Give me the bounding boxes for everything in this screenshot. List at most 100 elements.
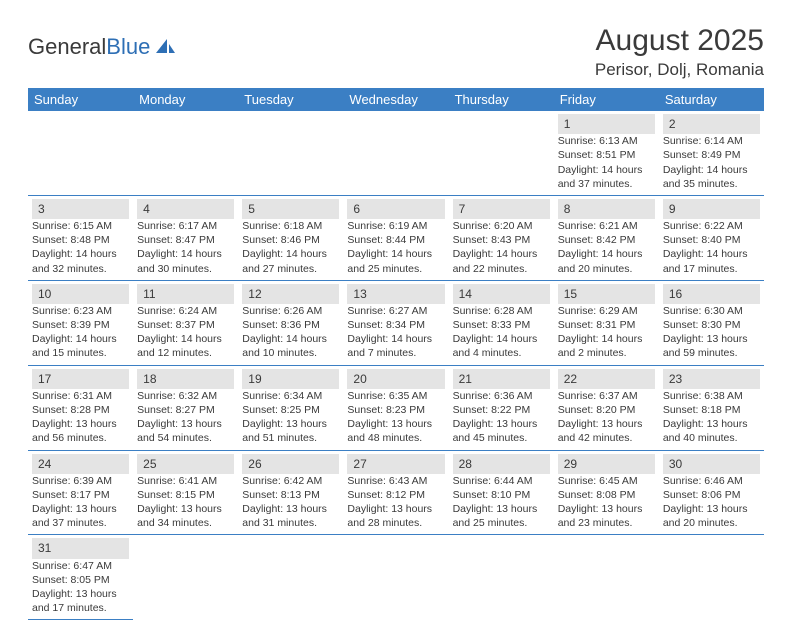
calendar-row: 24Sunrise: 6:39 AMSunset: 8:17 PMDayligh…: [28, 450, 764, 535]
day-details: Sunrise: 6:46 AMSunset: 8:06 PMDaylight:…: [663, 474, 760, 531]
sunset-line: Sunset: 8:20 PM: [558, 403, 655, 417]
sunset-line: Sunset: 8:42 PM: [558, 233, 655, 247]
daylight-line-2: and 51 minutes.: [242, 431, 339, 445]
day-number: 8: [558, 199, 655, 219]
logo-sail-icon: [154, 37, 176, 55]
calendar-cell: [343, 111, 448, 195]
sunset-line: Sunset: 8:44 PM: [347, 233, 444, 247]
calendar-cell: 9Sunrise: 6:22 AMSunset: 8:40 PMDaylight…: [659, 195, 764, 280]
sunrise-line: Sunrise: 6:26 AM: [242, 304, 339, 318]
day-details: Sunrise: 6:39 AMSunset: 8:17 PMDaylight:…: [32, 474, 129, 531]
calendar-cell: 7Sunrise: 6:20 AMSunset: 8:43 PMDaylight…: [449, 195, 554, 280]
sunset-line: Sunset: 8:12 PM: [347, 488, 444, 502]
calendar-cell: 22Sunrise: 6:37 AMSunset: 8:20 PMDayligh…: [554, 365, 659, 450]
calendar-cell: 31Sunrise: 6:47 AMSunset: 8:05 PMDayligh…: [28, 535, 133, 620]
daylight-line-2: and 48 minutes.: [347, 431, 444, 445]
daylight-line-1: Daylight: 13 hours: [347, 502, 444, 516]
daylight-line-1: Daylight: 13 hours: [137, 502, 234, 516]
day-details: Sunrise: 6:28 AMSunset: 8:33 PMDaylight:…: [453, 304, 550, 361]
daylight-line-1: Daylight: 14 hours: [558, 247, 655, 261]
calendar-cell: [238, 111, 343, 195]
daylight-line-1: Daylight: 14 hours: [558, 163, 655, 177]
day-details: Sunrise: 6:19 AMSunset: 8:44 PMDaylight:…: [347, 219, 444, 276]
day-number: 4: [137, 199, 234, 219]
daylight-line-1: Daylight: 13 hours: [242, 417, 339, 431]
day-number: 23: [663, 369, 760, 389]
sunset-line: Sunset: 8:13 PM: [242, 488, 339, 502]
calendar-cell: 6Sunrise: 6:19 AMSunset: 8:44 PMDaylight…: [343, 195, 448, 280]
daylight-line-1: Daylight: 14 hours: [663, 163, 760, 177]
day-number: 24: [32, 454, 129, 474]
calendar-cell: [238, 535, 343, 620]
weekday-header: Friday: [554, 88, 659, 111]
daylight-line-2: and 42 minutes.: [558, 431, 655, 445]
calendar-cell: 11Sunrise: 6:24 AMSunset: 8:37 PMDayligh…: [133, 280, 238, 365]
day-number: 27: [347, 454, 444, 474]
daylight-line-2: and 31 minutes.: [242, 516, 339, 530]
day-number: 7: [453, 199, 550, 219]
sunrise-line: Sunrise: 6:38 AM: [663, 389, 760, 403]
daylight-line-1: Daylight: 13 hours: [558, 502, 655, 516]
daylight-line-2: and 30 minutes.: [137, 262, 234, 276]
calendar-cell: 16Sunrise: 6:30 AMSunset: 8:30 PMDayligh…: [659, 280, 764, 365]
sunrise-line: Sunrise: 6:35 AM: [347, 389, 444, 403]
daylight-line-1: Daylight: 14 hours: [347, 332, 444, 346]
calendar-cell: 25Sunrise: 6:41 AMSunset: 8:15 PMDayligh…: [133, 450, 238, 535]
day-number: 18: [137, 369, 234, 389]
daylight-line-1: Daylight: 14 hours: [137, 332, 234, 346]
sunset-line: Sunset: 8:05 PM: [32, 573, 129, 587]
calendar-cell: 4Sunrise: 6:17 AMSunset: 8:47 PMDaylight…: [133, 195, 238, 280]
day-number: 9: [663, 199, 760, 219]
calendar-row: 1Sunrise: 6:13 AMSunset: 8:51 PMDaylight…: [28, 111, 764, 195]
day-details: Sunrise: 6:42 AMSunset: 8:13 PMDaylight:…: [242, 474, 339, 531]
sunrise-line: Sunrise: 6:31 AM: [32, 389, 129, 403]
daylight-line-2: and 4 minutes.: [453, 346, 550, 360]
sunrise-line: Sunrise: 6:24 AM: [137, 304, 234, 318]
location: Perisor, Dolj, Romania: [595, 60, 764, 80]
sunrise-line: Sunrise: 6:20 AM: [453, 219, 550, 233]
sunset-line: Sunset: 8:15 PM: [137, 488, 234, 502]
sunset-line: Sunset: 8:08 PM: [558, 488, 655, 502]
header: GeneralBlue August 2025 Perisor, Dolj, R…: [28, 24, 764, 80]
daylight-line-2: and 20 minutes.: [663, 516, 760, 530]
day-number: 30: [663, 454, 760, 474]
day-details: Sunrise: 6:15 AMSunset: 8:48 PMDaylight:…: [32, 219, 129, 276]
day-number: 22: [558, 369, 655, 389]
sunset-line: Sunset: 8:28 PM: [32, 403, 129, 417]
day-number: 20: [347, 369, 444, 389]
sunrise-line: Sunrise: 6:45 AM: [558, 474, 655, 488]
daylight-line-1: Daylight: 13 hours: [347, 417, 444, 431]
day-details: Sunrise: 6:43 AMSunset: 8:12 PMDaylight:…: [347, 474, 444, 531]
calendar-row: 31Sunrise: 6:47 AMSunset: 8:05 PMDayligh…: [28, 535, 764, 620]
sunset-line: Sunset: 8:22 PM: [453, 403, 550, 417]
sunset-line: Sunset: 8:48 PM: [32, 233, 129, 247]
daylight-line-2: and 32 minutes.: [32, 262, 129, 276]
day-details: Sunrise: 6:34 AMSunset: 8:25 PMDaylight:…: [242, 389, 339, 446]
day-details: Sunrise: 6:18 AMSunset: 8:46 PMDaylight:…: [242, 219, 339, 276]
calendar-cell: 23Sunrise: 6:38 AMSunset: 8:18 PMDayligh…: [659, 365, 764, 450]
daylight-line-2: and 15 minutes.: [32, 346, 129, 360]
day-details: Sunrise: 6:30 AMSunset: 8:30 PMDaylight:…: [663, 304, 760, 361]
daylight-line-2: and 35 minutes.: [663, 177, 760, 191]
day-details: Sunrise: 6:31 AMSunset: 8:28 PMDaylight:…: [32, 389, 129, 446]
sunrise-line: Sunrise: 6:19 AM: [347, 219, 444, 233]
day-details: Sunrise: 6:36 AMSunset: 8:22 PMDaylight:…: [453, 389, 550, 446]
sunrise-line: Sunrise: 6:30 AM: [663, 304, 760, 318]
calendar-cell: 1Sunrise: 6:13 AMSunset: 8:51 PMDaylight…: [554, 111, 659, 195]
daylight-line-1: Daylight: 14 hours: [453, 247, 550, 261]
sunset-line: Sunset: 8:23 PM: [347, 403, 444, 417]
daylight-line-1: Daylight: 14 hours: [453, 332, 550, 346]
sunset-line: Sunset: 8:30 PM: [663, 318, 760, 332]
day-number: 15: [558, 284, 655, 304]
weekday-header: Wednesday: [343, 88, 448, 111]
sunrise-line: Sunrise: 6:43 AM: [347, 474, 444, 488]
day-number: 1: [558, 114, 655, 134]
calendar-cell: [449, 535, 554, 620]
sunset-line: Sunset: 8:17 PM: [32, 488, 129, 502]
sunrise-line: Sunrise: 6:32 AM: [137, 389, 234, 403]
sunset-line: Sunset: 8:18 PM: [663, 403, 760, 417]
sunset-line: Sunset: 8:43 PM: [453, 233, 550, 247]
day-details: Sunrise: 6:14 AMSunset: 8:49 PMDaylight:…: [663, 134, 760, 191]
day-details: Sunrise: 6:20 AMSunset: 8:43 PMDaylight:…: [453, 219, 550, 276]
weekday-header: Monday: [133, 88, 238, 111]
